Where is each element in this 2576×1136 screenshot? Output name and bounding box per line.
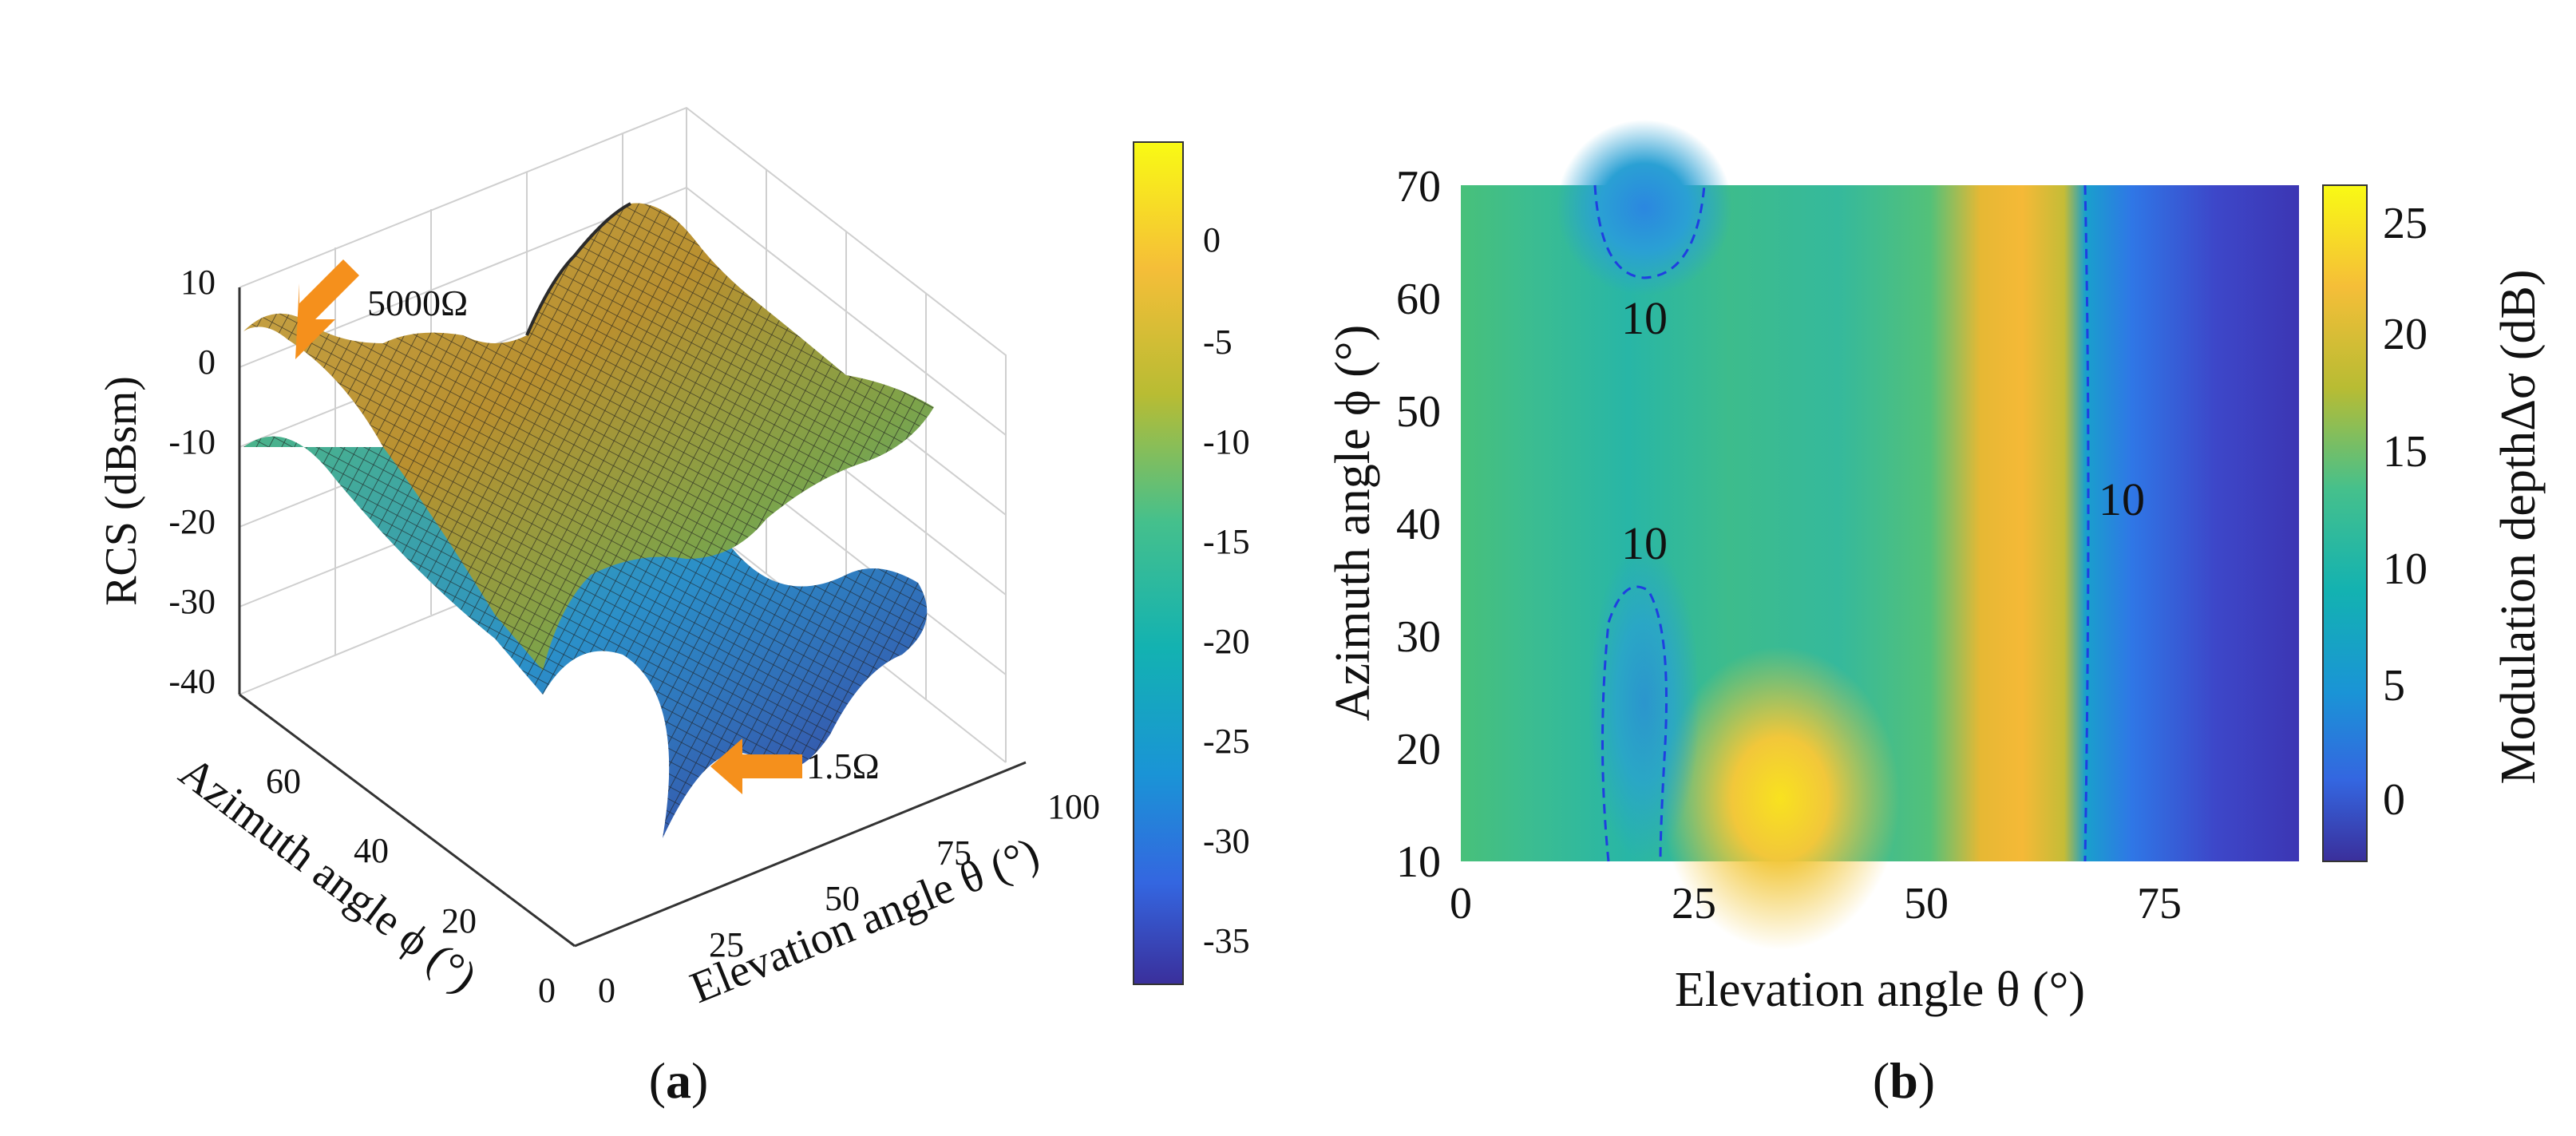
y-tick-60: 60 — [266, 762, 301, 801]
arrow-icon — [710, 738, 802, 794]
z-tick-neg30: -30 — [168, 582, 216, 621]
b-y-tick-10: 10 — [1396, 837, 1441, 887]
cbar-a-tick-neg20: -20 — [1203, 622, 1250, 661]
z-tick-neg20: -20 — [168, 502, 216, 541]
z-tick-neg10: -10 — [168, 422, 216, 461]
b-y-tick-50: 50 — [1396, 387, 1441, 437]
colorbar-b — [2322, 184, 2368, 862]
panel-label-b: (b) — [1873, 1052, 1935, 1109]
cbar-b-tick-0: 0 — [2383, 775, 2405, 825]
y-tick-40: 40 — [354, 831, 389, 870]
z-axis-label: RCS (dBsm) — [97, 376, 146, 606]
x-tick-25: 25 — [709, 925, 744, 964]
b-y-tick-60: 60 — [1396, 275, 1441, 324]
contour-vertical — [2083, 184, 2090, 862]
panel-b-y-ticks: 70 60 50 40 30 20 10 — [1396, 162, 1441, 887]
cbar-b-tick-5: 5 — [2383, 661, 2405, 710]
b-x-tick-25: 25 — [1672, 879, 1716, 928]
b-y-axis-label: Azimuth angle ϕ (°) — [1326, 325, 1380, 721]
x-tick-75: 75 — [936, 833, 971, 873]
contour-top — [1593, 184, 1706, 279]
cbar-a-tick-neg10: -10 — [1203, 422, 1250, 461]
contour-label-vertical: 10 — [2099, 473, 2145, 525]
colorbar-b-ticks: 25 20 15 10 5 0 — [2383, 199, 2428, 825]
surface-5000-ohm-mesh — [243, 203, 934, 671]
surface-1-5-ohm-mesh — [243, 436, 928, 838]
panel-label-a: (a) — [649, 1052, 709, 1109]
x-tick-0: 0 — [598, 971, 615, 1010]
arrow-icon — [295, 259, 359, 359]
panel-a-y-ticks: 0 20 40 60 — [266, 762, 556, 1010]
cbar-b-tick-20: 20 — [2383, 310, 2428, 359]
b-y-tick-30: 30 — [1396, 612, 1441, 662]
contour-label-low: 10 — [1621, 517, 1668, 569]
b-y-tick-70: 70 — [1396, 162, 1441, 212]
heatmap-coolspot-top — [1557, 120, 1732, 295]
annotation-1-5-ohm: 1.5Ω — [710, 738, 880, 794]
contour-label-top: 10 — [1621, 292, 1668, 344]
colorbar-a-ticks: 0 -5 -10 -15 -20 -25 -30 -35 — [1203, 220, 1250, 960]
cbar-a-tick-neg35: -35 — [1203, 921, 1250, 960]
z-tick-0: 0 — [198, 342, 216, 382]
y-axis-label: Azimuth angle ϕ (°) — [170, 747, 485, 1002]
contour-low — [1601, 585, 1668, 862]
annotation-1-5-ohm-label: 1.5Ω — [806, 746, 880, 786]
y-tick-0: 0 — [538, 971, 556, 1010]
cbar-a-tick-neg30: -30 — [1203, 821, 1250, 861]
cbar-b-tick-25: 25 — [2383, 199, 2428, 248]
x-tick-100: 100 — [1047, 787, 1100, 826]
panel-a-surface-plot: 10 0 -10 -20 -30 -40 RCS (dBsm) 0 20 40 … — [97, 106, 1250, 1013]
x-axis-label: Elevation angle θ (°) — [683, 829, 1046, 1013]
z-tick-10: 10 — [180, 263, 216, 302]
b-y-tick-20: 20 — [1396, 725, 1441, 774]
b-x-axis-label: Elevation angle θ (°) — [1675, 963, 2085, 1017]
b-x-tick-50: 50 — [1904, 879, 1949, 928]
b-y-tick-40: 40 — [1396, 500, 1441, 549]
panel-a-z-ticks: 10 0 -10 -20 -30 -40 — [168, 263, 216, 701]
panel-b-x-ticks: 0 25 50 75 — [1450, 879, 2182, 928]
colorbar-a — [1133, 141, 1184, 985]
b-x-tick-0: 0 — [1450, 879, 1472, 928]
cbar-a-tick-neg25: -25 — [1203, 722, 1250, 761]
heatmap-coolspot-low — [1589, 543, 1700, 862]
panel-a-axes — [238, 287, 1027, 948]
colorbar-b-label: Modulation depthΔσ (dB) — [2491, 269, 2546, 784]
y-tick-20: 20 — [441, 901, 477, 940]
z-tick-neg40: -40 — [168, 662, 216, 701]
x-tick-50: 50 — [825, 879, 860, 918]
b-x-tick-75: 75 — [2137, 879, 2182, 928]
cbar-a-tick-neg15: -15 — [1203, 522, 1250, 561]
contour-lines — [1593, 184, 2090, 862]
panel-a-x-ticks: 0 25 50 75 100 — [598, 787, 1100, 1010]
cbar-b-tick-15: 15 — [2383, 427, 2428, 477]
annotation-5000-ohm-label: 5000Ω — [367, 283, 468, 323]
cbar-a-tick-0: 0 — [1203, 220, 1221, 259]
cbar-b-tick-10: 10 — [2383, 544, 2428, 594]
heatmap-hotspot — [1660, 647, 1900, 950]
panel-b-heatmap-plot: 10 10 10 70 60 50 40 30 20 10 Azimuth an… — [1326, 120, 2546, 1017]
cbar-a-tick-neg5: -5 — [1203, 323, 1233, 362]
annotation-5000-ohm: 5000Ω — [295, 259, 468, 359]
surface-ridge-line — [525, 202, 631, 336]
